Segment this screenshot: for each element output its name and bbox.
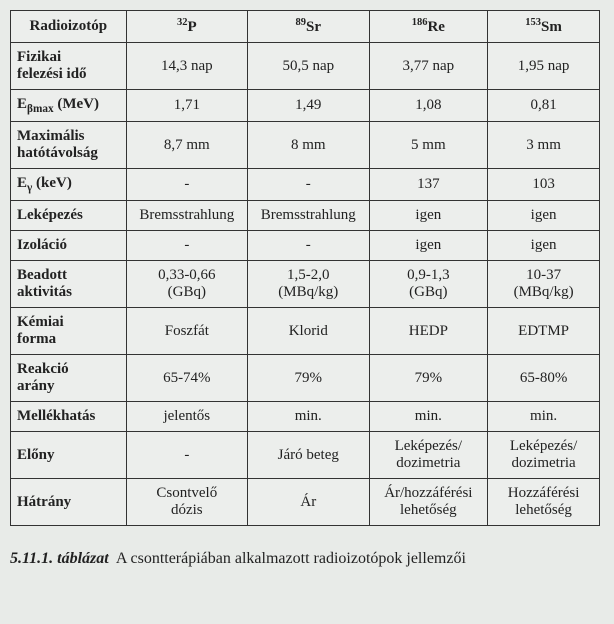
row-range: Maximálishatótávolság8,7 mm8 mm5 mm3 mm [11,122,600,169]
iso-3-mass: 153 [525,17,541,28]
row-sideeffect-c1: min. [248,402,369,432]
iso-0-sym: P [187,19,196,35]
row-sideeffect: Mellékhatásjelentősmin.min.min. [11,402,600,432]
row-disadvantage: HátrányCsontvelődózisÁrÁr/hozzáférésileh… [11,479,600,526]
caption-number: 5.11.1. táblázat [10,550,109,567]
row-imaging-label: Leképezés [11,201,127,231]
header-iso-2: 186Re [369,11,488,43]
row-range-c1: 8 mm [248,122,369,169]
row-isolation-label: Izoláció [11,231,127,261]
row-halflife: Fizikaifelezési idő14,3 nap50,5 nap3,77 … [11,43,600,90]
row-isolation-c3: igen [488,231,600,261]
row-sideeffect-c3: min. [488,402,600,432]
row-chemform-c2: HEDP [369,308,488,355]
row-chemform-c1: Klorid [248,308,369,355]
row-reaction: Reakcióarány65-74%79%79%65-80% [11,355,600,402]
row-halflife-c3: 1,95 nap [488,43,600,90]
row-activity-c1: 1,5-2,0(MBq/kg) [248,261,369,308]
row-range-label: Maximálishatótávolság [11,122,127,169]
row-egamma-label: Eγ (keV) [11,169,127,201]
header-iso-1: 89Sr [248,11,369,43]
iso-2-sym: Re [427,19,445,35]
header-iso-0: 32P [126,11,247,43]
row-ebmax: Eβmax (MeV)1,711,491,080,81 [11,90,600,122]
table-body: Fizikaifelezési idő14,3 nap50,5 nap3,77 … [11,43,600,526]
row-advantage: Előny-Járó betegLeképezés/dozimetriaLeké… [11,432,600,479]
row-sideeffect-c0: jelentős [126,402,247,432]
row-halflife-c0: 14,3 nap [126,43,247,90]
iso-1-mass: 89 [296,17,307,28]
caption-text: A csontterápiában alkalmazott radioizotó… [116,550,466,567]
row-ebmax-c3: 0,81 [488,90,600,122]
row-sideeffect-label: Mellékhatás [11,402,127,432]
row-ebmax-c1: 1,49 [248,90,369,122]
row-imaging-c2: igen [369,201,488,231]
row-reaction-label: Reakcióarány [11,355,127,402]
row-ebmax-c2: 1,08 [369,90,488,122]
row-disadvantage-c2: Ár/hozzáférésilehetőség [369,479,488,526]
row-advantage-c2: Leképezés/dozimetria [369,432,488,479]
row-range-c3: 3 mm [488,122,600,169]
row-egamma-c0: - [126,169,247,201]
row-isolation-c1: - [248,231,369,261]
row-disadvantage-c3: Hozzáférésilehetőség [488,479,600,526]
row-range-c2: 5 mm [369,122,488,169]
row-chemform: KémiaiformaFoszfátKloridHEDPEDTMP [11,308,600,355]
row-advantage-c3: Leképezés/dozimetria [488,432,600,479]
iso-2-mass: 186 [412,17,428,28]
header-iso-3: 153Sm [488,11,600,43]
iso-1-sym: Sr [306,19,321,35]
row-imaging: LeképezésBremsstrahlungBremsstrahlungige… [11,201,600,231]
row-advantage-c0: - [126,432,247,479]
iso-3-sym: Sm [541,19,562,35]
row-activity-c3: 10-37(MBq/kg) [488,261,600,308]
row-egamma-c2: 137 [369,169,488,201]
row-reaction-c2: 79% [369,355,488,402]
row-isolation: Izoláció--igenigen [11,231,600,261]
radioisotope-table: Radioizotóp 32P 89Sr 186Re 153Sm Fizikai… [10,10,600,526]
row-isolation-c0: - [126,231,247,261]
row-advantage-c1: Járó beteg [248,432,369,479]
row-disadvantage-c0: Csontvelődózis [126,479,247,526]
row-chemform-c3: EDTMP [488,308,600,355]
row-ebmax-label: Eβmax (MeV) [11,90,127,122]
row-imaging-c3: igen [488,201,600,231]
row-ebmax-c0: 1,71 [126,90,247,122]
row-egamma-c1: - [248,169,369,201]
row-egamma: Eγ (keV)--137103 [11,169,600,201]
table-caption: 5.11.1. táblázat A csontterápiában alkal… [10,550,600,568]
row-sideeffect-c2: min. [369,402,488,432]
iso-0-mass: 32 [177,17,188,28]
page: Radioizotóp 32P 89Sr 186Re 153Sm Fizikai… [0,0,614,578]
row-reaction-c3: 65-80% [488,355,600,402]
row-reaction-c1: 79% [248,355,369,402]
row-activity-label: Beadottaktivitás [11,261,127,308]
row-reaction-c0: 65-74% [126,355,247,402]
row-disadvantage-c1: Ár [248,479,369,526]
row-halflife-c2: 3,77 nap [369,43,488,90]
row-imaging-c0: Bremsstrahlung [126,201,247,231]
row-egamma-c3: 103 [488,169,600,201]
row-activity-c0: 0,33-0,66(GBq) [126,261,247,308]
row-activity: Beadottaktivitás0,33-0,66(GBq)1,5-2,0(MB… [11,261,600,308]
row-chemform-label: Kémiaiforma [11,308,127,355]
row-activity-c2: 0,9-1,3(GBq) [369,261,488,308]
row-halflife-c1: 50,5 nap [248,43,369,90]
row-advantage-label: Előny [11,432,127,479]
row-imaging-c1: Bremsstrahlung [248,201,369,231]
row-disadvantage-label: Hátrány [11,479,127,526]
header-row: Radioizotóp 32P 89Sr 186Re 153Sm [11,11,600,43]
row-halflife-label: Fizikaifelezési idő [11,43,127,90]
row-chemform-c0: Foszfát [126,308,247,355]
row-range-c0: 8,7 mm [126,122,247,169]
row-isolation-c2: igen [369,231,488,261]
header-label: Radioizotóp [11,11,127,43]
